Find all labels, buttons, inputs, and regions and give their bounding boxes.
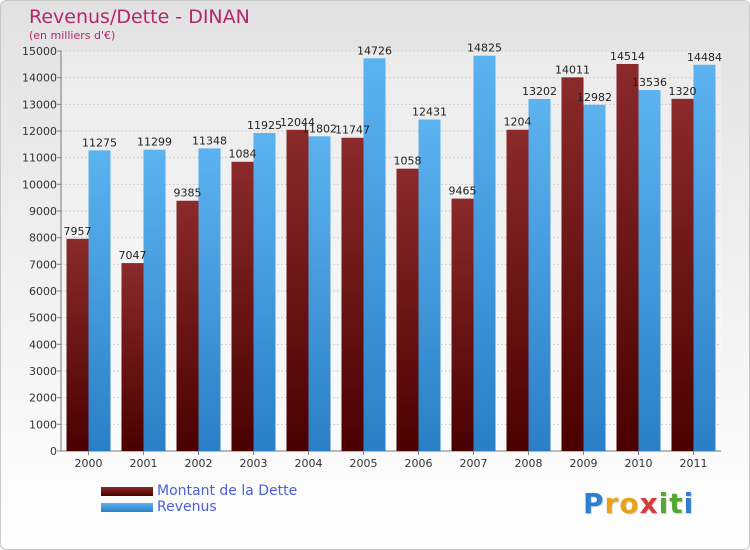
y-tick-label: 8000 bbox=[29, 232, 57, 245]
chart-title: Revenus/Dette - DINAN bbox=[29, 6, 250, 28]
bar-dette bbox=[506, 129, 529, 451]
x-tick-label: 2006 bbox=[405, 457, 433, 470]
bar-dette bbox=[671, 98, 694, 452]
x-tick-label: 2008 bbox=[515, 457, 543, 470]
data-label: 7047 bbox=[119, 249, 147, 262]
bar-revenus bbox=[363, 58, 386, 451]
logo-letter: r bbox=[604, 487, 620, 520]
bar-revenus bbox=[198, 148, 221, 452]
y-tick-label: 14000 bbox=[22, 72, 57, 85]
y-tick-label: 11000 bbox=[22, 152, 57, 165]
y-tick-label: 6000 bbox=[29, 285, 57, 298]
data-label: 11348 bbox=[192, 134, 227, 147]
proxiti-logo: Proxiti bbox=[583, 487, 694, 520]
legend-label-revenus: Revenus bbox=[157, 499, 217, 515]
y-tick-label: 10000 bbox=[22, 178, 57, 191]
logo-letter: x bbox=[639, 487, 659, 520]
y-tick-label: 3000 bbox=[29, 365, 57, 378]
bar-revenus bbox=[583, 104, 606, 452]
data-label: 12044 bbox=[280, 116, 315, 129]
bar-dette bbox=[451, 198, 474, 451]
x-tick-label: 2005 bbox=[350, 457, 378, 470]
bar-chart: 0 1000 2000 3000 4000 5000 6000 7000 8000 9000 100… bbox=[22, 42, 722, 470]
bar-dette bbox=[396, 168, 419, 451]
data-label: 13202 bbox=[522, 85, 557, 98]
data-label: 12431 bbox=[412, 106, 447, 119]
bar-dette bbox=[616, 63, 639, 452]
bar-dette bbox=[561, 77, 584, 451]
bar-dette bbox=[341, 137, 364, 451]
bar-dette bbox=[176, 200, 199, 451]
data-label: 11747 bbox=[335, 124, 370, 137]
y-tick-label: 15000 bbox=[22, 45, 57, 58]
x-tick-label: 2001 bbox=[130, 457, 158, 470]
x-tick-label: 2009 bbox=[570, 457, 598, 470]
data-label: 12982 bbox=[577, 91, 612, 104]
x-tick-label: 2003 bbox=[240, 457, 268, 470]
data-label: 14726 bbox=[357, 44, 392, 57]
data-label: 14484 bbox=[687, 51, 722, 64]
bar-revenus bbox=[528, 98, 551, 452]
bar-revenus bbox=[473, 55, 496, 452]
logo-letter: i bbox=[658, 487, 670, 520]
y-tick-label: 0 bbox=[50, 445, 57, 458]
data-label: 11925 bbox=[247, 119, 282, 132]
chart-subtitle: (en milliers d'€) bbox=[29, 29, 116, 42]
data-label: 7957 bbox=[64, 225, 92, 238]
data-label: 14514 bbox=[610, 50, 645, 63]
y-tick-label: 9000 bbox=[29, 205, 57, 218]
bar-revenus bbox=[638, 90, 661, 451]
legend-swatch-dette bbox=[101, 487, 153, 496]
y-tick-label: 5000 bbox=[29, 312, 57, 325]
legend-swatch-revenus bbox=[101, 503, 153, 512]
y-tick-label: 12000 bbox=[22, 125, 57, 138]
bar-revenus bbox=[253, 133, 276, 451]
data-label: 11275 bbox=[82, 136, 117, 149]
data-label: 14825 bbox=[467, 42, 502, 55]
bar-revenus bbox=[693, 64, 716, 451]
data-label: 1320 bbox=[669, 85, 697, 98]
bar-dette bbox=[66, 238, 89, 451]
logo-letter: P bbox=[583, 487, 605, 520]
logo-letter: t bbox=[669, 487, 684, 520]
bar-dette bbox=[231, 161, 254, 451]
y-tick-label: 1000 bbox=[29, 418, 57, 431]
logo-letter: o bbox=[619, 487, 640, 520]
bar-revenus bbox=[88, 150, 111, 452]
data-label: 14011 bbox=[555, 63, 590, 76]
bar-dette bbox=[121, 263, 144, 451]
bar-revenus bbox=[418, 119, 441, 452]
y-tick-label: 4000 bbox=[29, 338, 57, 351]
legend-label-dette: Montant de la Dette bbox=[157, 483, 298, 499]
x-tick-label: 2004 bbox=[295, 457, 323, 470]
plot-area bbox=[61, 51, 721, 451]
y-tick-label: 7000 bbox=[29, 258, 57, 271]
data-label: 9385 bbox=[174, 187, 202, 200]
y-tick-label: 2000 bbox=[29, 392, 57, 405]
data-label: 11299 bbox=[137, 136, 172, 149]
y-tick-label: 13000 bbox=[22, 98, 57, 111]
data-label: 11802 bbox=[302, 122, 337, 135]
x-tick-label: 2011 bbox=[680, 457, 708, 470]
x-tick-label: 2000 bbox=[75, 457, 103, 470]
data-label: 1084 bbox=[229, 148, 257, 161]
x-tick-label: 2007 bbox=[460, 457, 488, 470]
bar-revenus bbox=[143, 149, 166, 451]
data-label: 1058 bbox=[394, 155, 422, 168]
x-tick-label: 2002 bbox=[185, 457, 213, 470]
logo-letter: i bbox=[683, 487, 695, 520]
data-label: 9465 bbox=[449, 185, 477, 198]
bar-revenus bbox=[308, 136, 331, 451]
bar-dette bbox=[286, 129, 309, 451]
x-tick-label: 2010 bbox=[625, 457, 653, 470]
data-label: 1204 bbox=[504, 116, 532, 129]
data-label: 13536 bbox=[632, 76, 667, 89]
